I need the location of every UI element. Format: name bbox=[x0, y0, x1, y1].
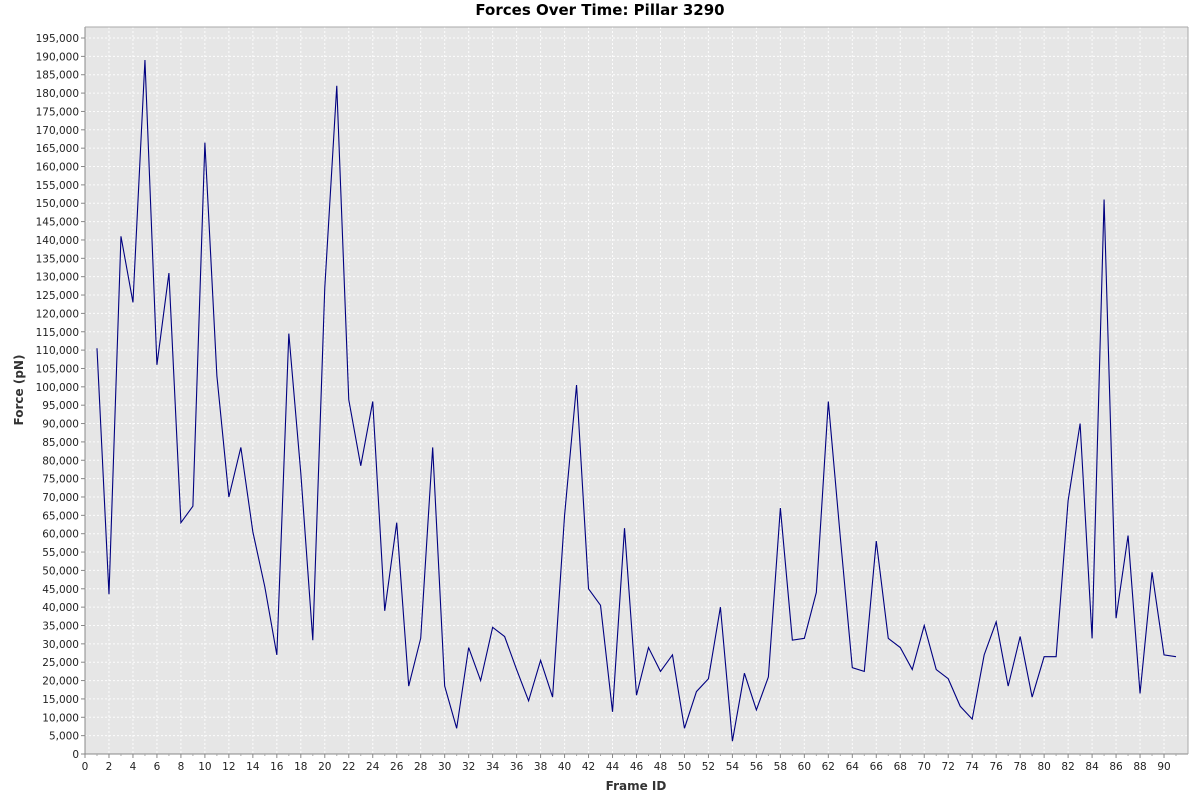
y-tick-label: 40,000 bbox=[42, 602, 79, 614]
y-tick-label: 60,000 bbox=[42, 529, 79, 541]
y-tick-label: 175,000 bbox=[36, 106, 79, 118]
x-tick-label: 68 bbox=[894, 761, 907, 773]
x-tick-label: 30 bbox=[438, 761, 451, 773]
y-tick-label: 65,000 bbox=[42, 510, 79, 522]
y-tick-label: 140,000 bbox=[36, 235, 79, 247]
x-tick-label: 58 bbox=[774, 761, 787, 773]
x-tick-label: 6 bbox=[154, 761, 161, 773]
x-tick-label: 70 bbox=[918, 761, 931, 773]
y-tick-label: 195,000 bbox=[36, 33, 79, 45]
y-tick-label: 10,000 bbox=[42, 712, 79, 724]
x-tick-label: 28 bbox=[414, 761, 427, 773]
y-tick-label: 120,000 bbox=[36, 308, 79, 320]
x-axis-ticks: 0 2 4 6 8 10 12 14 16 18 20 22 24 26 28 30 32 34 36 38 40 42 4… bbox=[82, 754, 1177, 773]
y-tick-label: 100,000 bbox=[36, 382, 79, 394]
y-tick-label: 80,000 bbox=[42, 455, 79, 467]
x-tick-label: 54 bbox=[726, 761, 740, 773]
y-tick-label: 135,000 bbox=[36, 253, 79, 265]
x-tick-label: 56 bbox=[750, 761, 764, 773]
x-tick-label: 18 bbox=[294, 761, 307, 773]
x-tick-label: 8 bbox=[178, 761, 185, 773]
y-tick-label: 25,000 bbox=[42, 657, 79, 669]
x-tick-label: 82 bbox=[1061, 761, 1074, 773]
y-tick-label: 125,000 bbox=[36, 290, 79, 302]
x-tick-label: 84 bbox=[1085, 761, 1099, 773]
x-tick-label: 78 bbox=[1013, 761, 1026, 773]
x-tick-label: 38 bbox=[534, 761, 547, 773]
x-tick-label: 86 bbox=[1109, 761, 1123, 773]
y-tick-label: 115,000 bbox=[36, 327, 79, 339]
y-tick-label: 90,000 bbox=[42, 419, 79, 431]
x-tick-label: 62 bbox=[822, 761, 835, 773]
y-tick-label: 160,000 bbox=[36, 162, 79, 174]
y-tick-label: 55,000 bbox=[42, 547, 79, 559]
x-tick-label: 4 bbox=[130, 761, 137, 773]
chart-title: Forces Over Time: Pillar 3290 bbox=[475, 1, 724, 19]
x-tick-label: 88 bbox=[1133, 761, 1146, 773]
x-tick-label: 48 bbox=[654, 761, 667, 773]
x-tick-label: 80 bbox=[1037, 761, 1050, 773]
x-tick-label: 90 bbox=[1157, 761, 1170, 773]
y-tick-label: 190,000 bbox=[36, 51, 79, 63]
x-tick-label: 10 bbox=[198, 761, 211, 773]
x-tick-label: 0 bbox=[82, 761, 89, 773]
y-tick-label: 185,000 bbox=[36, 70, 79, 82]
x-tick-label: 46 bbox=[630, 761, 644, 773]
y-tick-label: 150,000 bbox=[36, 198, 79, 210]
x-tick-label: 36 bbox=[510, 761, 524, 773]
x-tick-label: 50 bbox=[678, 761, 691, 773]
x-tick-label: 40 bbox=[558, 761, 571, 773]
x-tick-label: 22 bbox=[342, 761, 355, 773]
y-tick-label: 15,000 bbox=[42, 694, 79, 706]
y-tick-label: 70,000 bbox=[42, 492, 79, 504]
y-tick-label: 0 bbox=[72, 749, 79, 761]
grid-lines bbox=[84, 27, 1188, 755]
y-tick-label: 105,000 bbox=[36, 363, 79, 375]
y-tick-label: 35,000 bbox=[42, 620, 79, 632]
x-tick-label: 60 bbox=[798, 761, 811, 773]
x-tick-label: 64 bbox=[846, 761, 860, 773]
x-tick-label: 72 bbox=[942, 761, 955, 773]
x-tick-label: 74 bbox=[966, 761, 980, 773]
y-tick-label: 170,000 bbox=[36, 125, 79, 137]
y-tick-label: 130,000 bbox=[36, 272, 79, 284]
x-axis-label: Frame ID bbox=[606, 779, 667, 793]
x-tick-label: 66 bbox=[870, 761, 884, 773]
y-axis-ticks: 0 5,000 10,000 15,000 20,000 25,000 30,000 35,0… bbox=[36, 33, 85, 761]
x-tick-label: 76 bbox=[989, 761, 1003, 773]
y-tick-label: 180,000 bbox=[36, 88, 79, 100]
x-tick-label: 42 bbox=[582, 761, 595, 773]
x-tick-label: 44 bbox=[606, 761, 620, 773]
y-tick-label: 85,000 bbox=[42, 437, 79, 449]
y-tick-label: 155,000 bbox=[36, 180, 79, 192]
series-line bbox=[96, 60, 1177, 742]
y-tick-label: 95,000 bbox=[42, 400, 79, 412]
series bbox=[96, 60, 1177, 742]
x-tick-label: 32 bbox=[462, 761, 475, 773]
y-tick-label: 5,000 bbox=[49, 731, 79, 743]
y-tick-label: 20,000 bbox=[42, 676, 79, 688]
axes bbox=[84, 26, 1189, 755]
y-tick-label: 75,000 bbox=[42, 474, 79, 486]
x-tick-label: 20 bbox=[318, 761, 331, 773]
y-tick-label: 30,000 bbox=[42, 639, 79, 651]
x-tick-label: 12 bbox=[222, 761, 235, 773]
x-tick-label: 24 bbox=[366, 761, 380, 773]
y-tick-label: 110,000 bbox=[36, 345, 79, 357]
x-tick-label: 2 bbox=[106, 761, 113, 773]
y-axis-label: Force (pN) bbox=[12, 355, 26, 426]
x-tick-label: 52 bbox=[702, 761, 715, 773]
y-tick-label: 50,000 bbox=[42, 565, 79, 577]
x-tick-label: 34 bbox=[486, 761, 500, 773]
y-tick-label: 165,000 bbox=[36, 143, 79, 155]
x-tick-label: 14 bbox=[246, 761, 260, 773]
x-tick-label: 16 bbox=[270, 761, 284, 773]
y-tick-label: 145,000 bbox=[36, 217, 79, 229]
y-tick-label: 45,000 bbox=[42, 584, 79, 596]
x-tick-label: 26 bbox=[390, 761, 404, 773]
